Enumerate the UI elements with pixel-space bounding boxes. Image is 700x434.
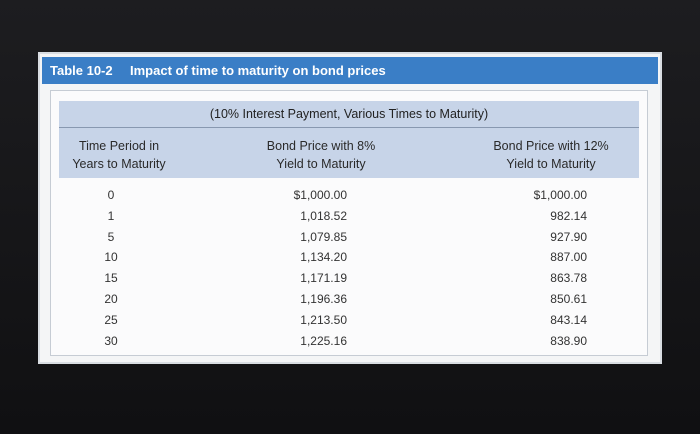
table-cell: $1,000.00 [293,188,347,202]
table-cell: 838.90 [550,333,587,348]
table-cell: 10 [104,250,118,265]
table-cell: 1,213.50 [300,312,347,327]
table-cell: 850.61 [550,292,587,306]
table-subtitle: (10% Interest Payment, Various Times to … [209,107,489,121]
table-label: Table 10-2 [50,63,113,78]
table-cell: 15 [104,271,118,286]
table-cell: 5 [107,229,115,244]
table-cell: 982.14 [550,208,587,223]
table-cell: 0 [107,188,115,202]
table-cell: 30 [104,333,118,348]
column-header-line: Time Period in [78,139,160,153]
table-cell: 1,079.85 [300,229,347,244]
table-cell: $1,000.00 [533,188,587,202]
column-header-line: Yield to Maturity [506,157,596,171]
table-cell: 927.90 [550,229,587,244]
table-cell: 863.78 [550,271,587,286]
column-header-line: Years to Maturity [72,157,166,171]
table-cell: 1,018.52 [300,208,347,223]
header-rule [59,127,639,128]
table-cell: 25 [104,312,118,327]
table-cell: 1,225.16 [300,333,347,348]
table-cell: 1,171.19 [300,271,347,286]
table-title: Impact of time to maturity on bond price… [130,63,386,78]
column-header: Bond Price with 8% Yield to Maturity [231,137,411,173]
table-cell: 20 [104,292,118,306]
table-header: (10% Interest Payment, Various Times to … [59,101,639,178]
table-cell: 1,134.20 [300,250,347,265]
table-cell: 887.00 [550,250,587,265]
table-panel: Table 10-2 Impact of time to maturity on … [38,52,662,364]
table-cell: 1,196.36 [300,292,347,306]
title-bar: Table 10-2 Impact of time to maturity on … [42,57,658,84]
table-cell: 843.14 [550,312,587,327]
column-header-line: Yield to Maturity [276,157,366,171]
column-header-line: Bond Price with 12% [493,139,609,153]
column-header-line: Bond Price with 8% [266,139,376,153]
column-header: Bond Price with 12% Yield to Maturity [461,137,641,173]
column-header: Time Period in Years to Maturity [29,137,209,173]
table-body: (10% Interest Payment, Various Times to … [50,90,648,356]
table-cell: 1 [107,208,115,223]
